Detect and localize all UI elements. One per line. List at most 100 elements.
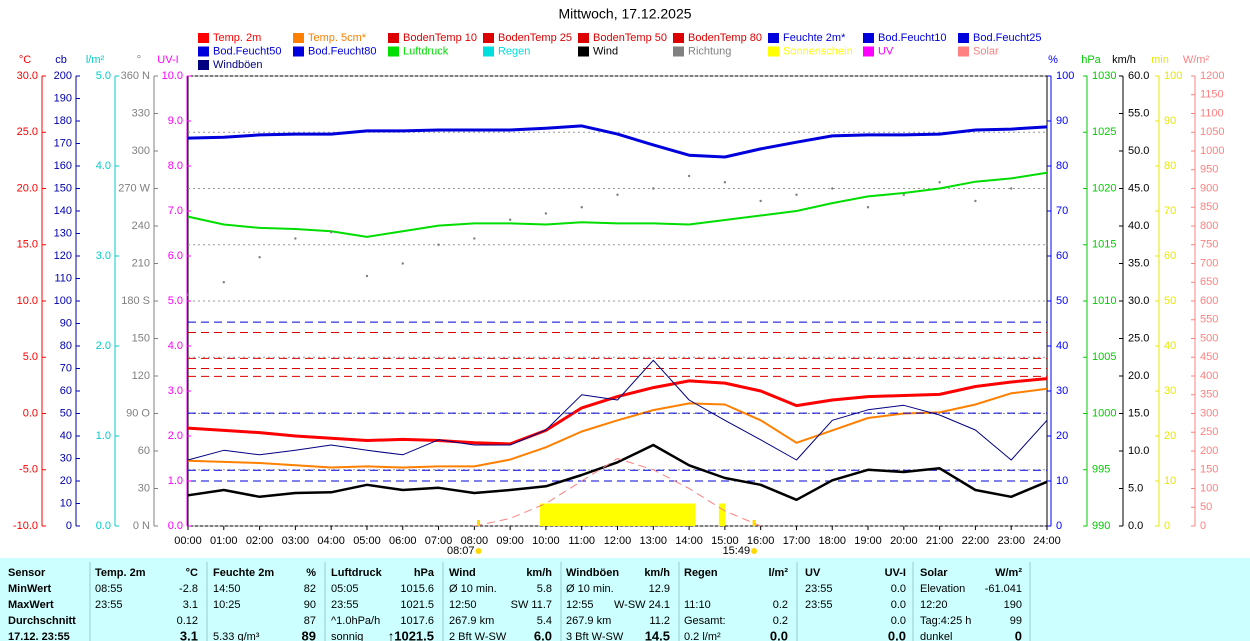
legend-label: Solar	[973, 45, 999, 57]
legend-swatch	[198, 33, 209, 43]
table-header: Windböen	[566, 567, 619, 579]
legend-label: Luftdruck	[403, 45, 449, 57]
legend-label: BodenTemp 10	[403, 32, 477, 44]
series-bar	[629, 503, 636, 526]
y-tick-label: -5.0	[19, 464, 38, 476]
x-tick-label: 05:00	[353, 535, 381, 547]
table-cell: 23:55	[805, 599, 833, 611]
legend-swatch	[578, 46, 589, 57]
y-tick-label: 50	[1164, 295, 1176, 307]
y-tick-label: 100	[1164, 70, 1182, 82]
y-tick-label: 130	[54, 227, 72, 239]
y-tick-label: 1050	[1200, 126, 1224, 138]
series-bar	[605, 503, 612, 526]
y-tick-label: 50	[1056, 295, 1068, 307]
y-tick-label: 0.0	[96, 520, 111, 532]
y-tick-label: 250	[1200, 426, 1218, 438]
legend-label: Temp. 2m	[213, 32, 261, 44]
legend-swatch	[483, 46, 494, 57]
series-bar	[581, 503, 588, 526]
y-tick-label: 0 N	[133, 520, 150, 532]
y-tick-label: 3.0	[96, 250, 111, 262]
legend-label: Feuchte 2m*	[783, 32, 846, 44]
series-bar	[539, 503, 547, 526]
legend-swatch	[198, 46, 209, 57]
y-tick-label: 60	[1164, 250, 1176, 262]
legend-label: Richtung	[688, 45, 731, 57]
y-tick-label: 4.0	[96, 160, 111, 172]
legend-label: UV	[878, 45, 894, 57]
legend-swatch	[483, 33, 494, 43]
table-cell: 0.2	[773, 599, 788, 611]
table-header: UV	[805, 567, 821, 579]
table-cell: 11:10	[684, 599, 711, 611]
y-tick-label: 120	[132, 370, 150, 382]
legend-label: Bod.Feucht10	[878, 32, 947, 44]
y-tick-label: 1015	[1092, 239, 1116, 251]
y-tick-label: 110	[54, 272, 72, 284]
y-tick-label: 240	[132, 220, 150, 232]
y-tick-label: 0	[1056, 520, 1062, 532]
legend-swatch	[293, 46, 304, 57]
direction-dot	[401, 262, 404, 265]
y-tick-label: 10	[1164, 475, 1176, 487]
legend-label: BodenTemp 25	[498, 32, 572, 44]
x-tick-label: 12:00	[604, 535, 632, 547]
stats-background	[0, 558, 1250, 641]
x-tick-label: 17:00	[783, 535, 811, 547]
table-cell: 3.1	[180, 628, 198, 641]
legend-swatch	[863, 46, 874, 57]
y-tick-label: 270 W	[118, 182, 150, 194]
y-tick-label: 40	[60, 430, 72, 442]
table-header: %	[306, 567, 316, 579]
y-tick-label: 1150	[1200, 89, 1224, 101]
x-tick-label: 23:00	[997, 535, 1025, 547]
y-tick-label: 180 S	[121, 295, 150, 307]
series-bar	[575, 503, 583, 526]
table-cell: 82	[304, 583, 316, 595]
x-tick-label: 09:00	[496, 535, 524, 547]
table-header: Luftdruck	[331, 567, 383, 579]
table-cell: MinWert	[8, 583, 52, 595]
x-tick-label: 14:00	[675, 535, 703, 547]
axis-title: km/h	[1112, 54, 1136, 66]
table-cell: 23:55	[331, 599, 359, 611]
y-tick-label: 55.0	[1128, 107, 1149, 119]
direction-dot	[938, 181, 941, 184]
y-tick-label: 0	[66, 520, 72, 532]
direction-dot	[795, 193, 798, 196]
direction-dot	[974, 199, 977, 203]
y-tick-label: 200	[54, 70, 72, 82]
table-cell: 0.2 l/m²	[684, 631, 721, 641]
y-tick-label: 30	[138, 482, 150, 494]
table-cell: 0	[1015, 628, 1022, 641]
table-cell: 0.2	[773, 615, 788, 627]
table-cell: 1017.6	[400, 615, 434, 627]
legend-label: Regen	[498, 45, 530, 57]
legend-label: Bod.Feucht25	[973, 32, 1042, 44]
axis-title: min	[1151, 54, 1169, 66]
legend-swatch	[293, 33, 304, 43]
table-cell: 5.33 g/m³	[213, 631, 260, 641]
table-cell: 17.12. 23:55	[8, 631, 70, 641]
y-tick-label: 350	[1200, 389, 1218, 401]
y-tick-label: 0	[1164, 520, 1170, 532]
table-header: l/m²	[768, 567, 788, 579]
y-tick-label: 35.0	[1128, 257, 1149, 269]
axis-title: °	[137, 54, 141, 66]
table-header: Regen	[684, 567, 718, 579]
y-tick-label: 950	[1200, 164, 1218, 176]
sunset-marker	[751, 548, 758, 554]
y-tick-label: 900	[1200, 182, 1218, 194]
y-tick-label: 330	[132, 107, 150, 119]
y-tick-label: 5.0	[168, 295, 183, 307]
y-tick-label: 30	[1056, 385, 1068, 397]
y-tick-label: 650	[1200, 276, 1218, 288]
direction-dot	[866, 206, 870, 209]
table-header: Sensor	[8, 567, 46, 579]
table-header: km/h	[644, 567, 670, 579]
table-cell: -61.041	[985, 583, 1022, 595]
y-tick-label: 60	[60, 385, 72, 397]
y-tick-label: 850	[1200, 201, 1218, 213]
legend-label: Sonnenschein	[783, 45, 853, 57]
